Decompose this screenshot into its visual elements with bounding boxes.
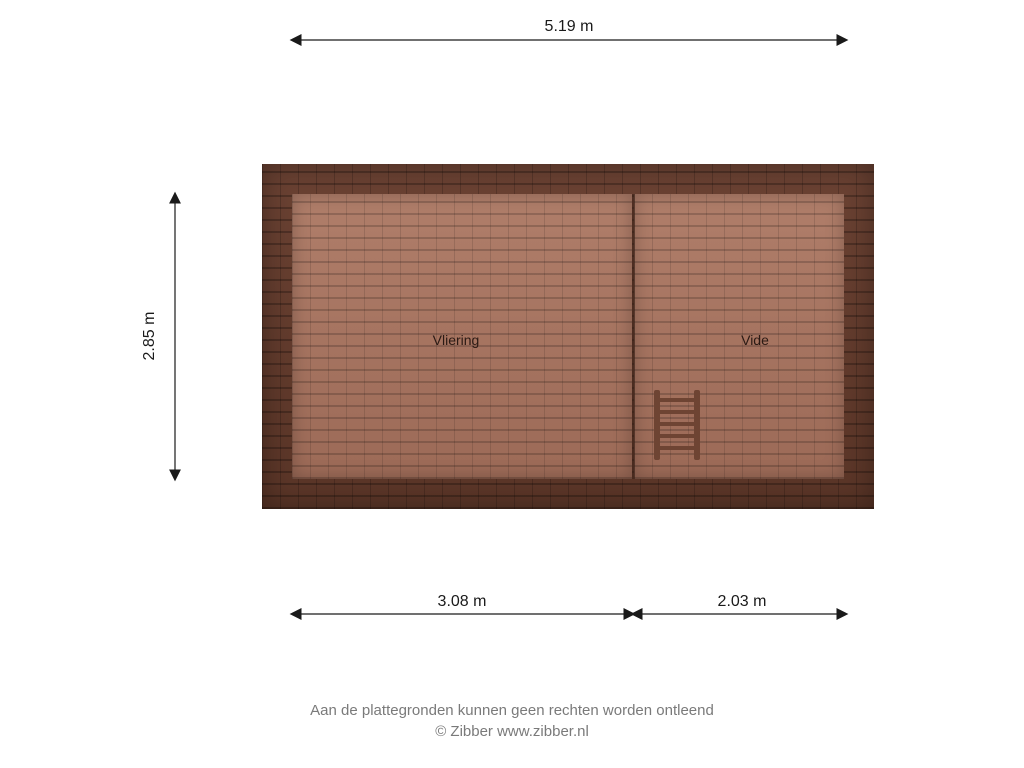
footer-line1: Aan de plattegronden kunnen geen rechten… xyxy=(0,700,1024,721)
floorplan-canvas: Vliering Vide 5.19 m 2.85 m 3.08 m xyxy=(0,0,1024,768)
footer-line2: © Zibber www.zibber.nl xyxy=(0,721,1024,742)
dimension-bottom-2 xyxy=(0,0,1024,768)
footer-disclaimer: Aan de plattegronden kunnen geen rechten… xyxy=(0,700,1024,742)
dimension-bottom-2-label: 2.03 m xyxy=(710,593,775,611)
